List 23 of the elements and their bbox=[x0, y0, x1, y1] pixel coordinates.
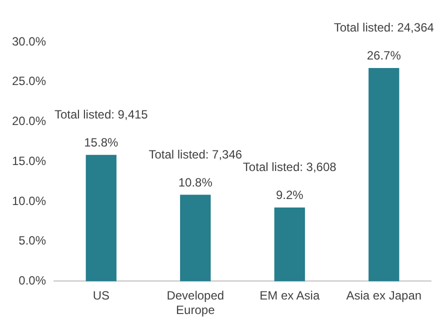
bar bbox=[274, 208, 305, 282]
x-tick-label: US bbox=[92, 288, 110, 303]
x-tick-label: EM ex Asia bbox=[260, 288, 320, 303]
y-tick-label: 0.0% bbox=[18, 274, 46, 288]
bar bbox=[180, 194, 211, 282]
x-tick-label: Developed Europe bbox=[166, 288, 224, 318]
y-tick-label: 15.0% bbox=[12, 154, 46, 168]
bar bbox=[368, 68, 400, 282]
y-tick-label: 5.0% bbox=[18, 234, 46, 248]
y-tick-label: 10.0% bbox=[12, 194, 46, 208]
y-tick-label: 20.0% bbox=[12, 114, 46, 128]
y-tick-label: 30.0% bbox=[12, 34, 46, 48]
bar bbox=[86, 154, 116, 282]
data-label: 9.2% bbox=[276, 188, 304, 202]
annotation: Total listed: 3,608 bbox=[242, 160, 337, 174]
data-label: 26.7% bbox=[366, 48, 402, 63]
y-tick-label: 25.0% bbox=[12, 74, 46, 88]
data-label: 15.8% bbox=[84, 136, 118, 150]
x-tick-label: Asia ex Japan bbox=[346, 288, 422, 303]
data-label: 10.8% bbox=[178, 175, 213, 190]
text: Total listed: 24,364 bbox=[334, 20, 434, 35]
annotation: Total listed: 7,346 bbox=[148, 147, 242, 162]
annotation: Total listed: 9,415 bbox=[54, 108, 148, 122]
